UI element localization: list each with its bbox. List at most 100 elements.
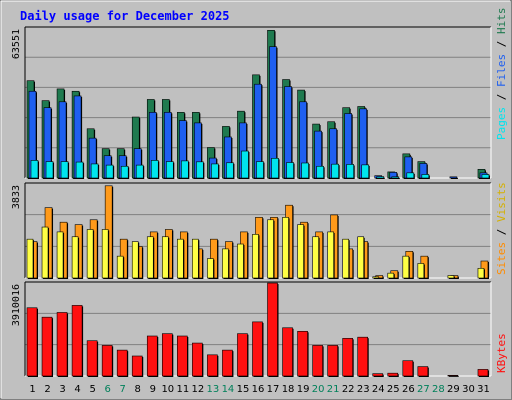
x-tick-day-16: 16: [252, 384, 265, 395]
pages-bar: [30, 160, 39, 179]
sites-bar: [207, 258, 214, 279]
sites-bar: [357, 236, 365, 279]
day-25-bars: [387, 171, 400, 179]
kbytes-bar: [282, 327, 293, 377]
x-tick-day-2: 2: [44, 384, 50, 395]
panel-2-bars: [26, 185, 489, 279]
sites-bar: [387, 272, 395, 279]
x-tick-day-20: 20: [312, 384, 325, 395]
sites-bar-shadow: [373, 277, 380, 279]
files-bar: [449, 176, 458, 179]
x-tick-day-11: 11: [176, 384, 189, 395]
x-tick-day-24: 24: [372, 384, 385, 395]
x-tick-day-22: 22: [342, 384, 355, 395]
day-27-bars: [417, 255, 429, 279]
x-tick-day-14: 14: [222, 384, 235, 395]
x-tick-day-13: 13: [207, 384, 220, 395]
x-tick-day-18: 18: [282, 384, 295, 395]
day-15-bars: [237, 110, 250, 179]
legend-separator: /: [495, 222, 508, 242]
day-3-bars: [56, 221, 69, 279]
day-12-bars: [192, 112, 205, 179]
day-8-bars: [131, 241, 144, 279]
day-2-bars: [41, 207, 54, 279]
kbytes-bar: [357, 336, 369, 377]
day-11-bars: [177, 231, 189, 279]
pages-bar: [346, 164, 354, 179]
day-13-bars: [207, 238, 219, 279]
day-13-bars: [207, 147, 220, 179]
legend-hits: Hits: [495, 8, 508, 35]
kbytes-bar: [477, 369, 489, 377]
sites-bar: [146, 236, 154, 279]
pages-bar: [406, 172, 415, 179]
kbytes-bar: [417, 366, 429, 377]
day-29-bars: [449, 176, 458, 179]
kbytes-bar: [101, 345, 113, 377]
day-26-bars: [402, 153, 415, 179]
pages-bar: [316, 165, 324, 179]
kbytes-bar-shadow: [448, 376, 459, 377]
legend-visits: Visits: [495, 182, 508, 222]
day-21-bars: [327, 214, 339, 279]
day-1-bars: [26, 238, 38, 279]
kbytes-bar: [116, 349, 128, 377]
kbytes-bar: [41, 316, 53, 377]
kbytes-bar: [327, 345, 338, 377]
sites-bar: [26, 238, 34, 279]
x-tick-day-6: 6: [104, 384, 110, 395]
legend-panel-1: Pages / Files / Hits: [495, 8, 508, 141]
day-18-bars: [282, 204, 294, 279]
x-axis-labels: 1 2 3 4 5 6 7 8 9 10 11 12 13 14 15 16 17 18 19 20 21 22 23 24 2…: [29, 384, 490, 395]
day-4-bars: [71, 224, 84, 279]
pages-bar: [105, 164, 114, 179]
sites-bar: [342, 238, 349, 279]
day-22-bars: [342, 107, 355, 179]
x-tick-day-15: 15: [237, 384, 250, 395]
x-tick-day-26: 26: [402, 384, 415, 395]
legend-kbytes: KBytes: [495, 333, 508, 373]
sites-bar: [177, 238, 184, 279]
legend-panel-2: Sites / Visits: [495, 182, 508, 275]
pages-bar: [481, 174, 490, 179]
day-12-bars: [192, 238, 204, 279]
day-7-bars: [116, 238, 129, 279]
sites-bar: [71, 236, 79, 279]
x-tick-day-21: 21: [327, 384, 340, 395]
x-tick-day-8: 8: [135, 384, 141, 395]
x-tick-day-5: 5: [89, 384, 95, 395]
day-3-bars: [56, 88, 70, 179]
x-tick-day-30: 30: [462, 384, 475, 395]
day-6-bars: [101, 148, 115, 179]
day-20-bars: [312, 123, 325, 179]
x-tick-day-3: 3: [59, 384, 65, 395]
kbytes-bar: [387, 372, 399, 377]
sites-bar: [297, 224, 304, 279]
sites-bar: [56, 231, 64, 279]
sites-bar: [372, 276, 380, 279]
x-tick-day-25: 25: [387, 384, 400, 395]
files-bar-shadow: [450, 177, 458, 179]
sites-bar: [41, 226, 49, 279]
sites-bar: [222, 248, 229, 279]
kbytes-bar: [237, 333, 248, 377]
day-20-bars: [312, 231, 324, 279]
day-9-bars: [146, 99, 160, 179]
pages-bar: [165, 161, 174, 179]
kbytes-bar: [146, 335, 158, 377]
legend-files: Files: [495, 54, 508, 87]
sites-bar: [131, 241, 139, 279]
sites-bar: [402, 255, 410, 279]
day-27-bars: [417, 161, 430, 179]
sites-bar: [237, 243, 244, 279]
pages-bar: [301, 162, 309, 179]
x-tick-day-9: 9: [150, 384, 156, 395]
kbytes-bar: [372, 373, 384, 377]
day-16-bars: [252, 217, 264, 279]
kbytes-bar: [447, 374, 459, 377]
pages-bar: [361, 164, 370, 179]
day-14-bars: [222, 241, 234, 279]
pages-bar: [120, 165, 129, 179]
pages-bar: [196, 161, 204, 179]
